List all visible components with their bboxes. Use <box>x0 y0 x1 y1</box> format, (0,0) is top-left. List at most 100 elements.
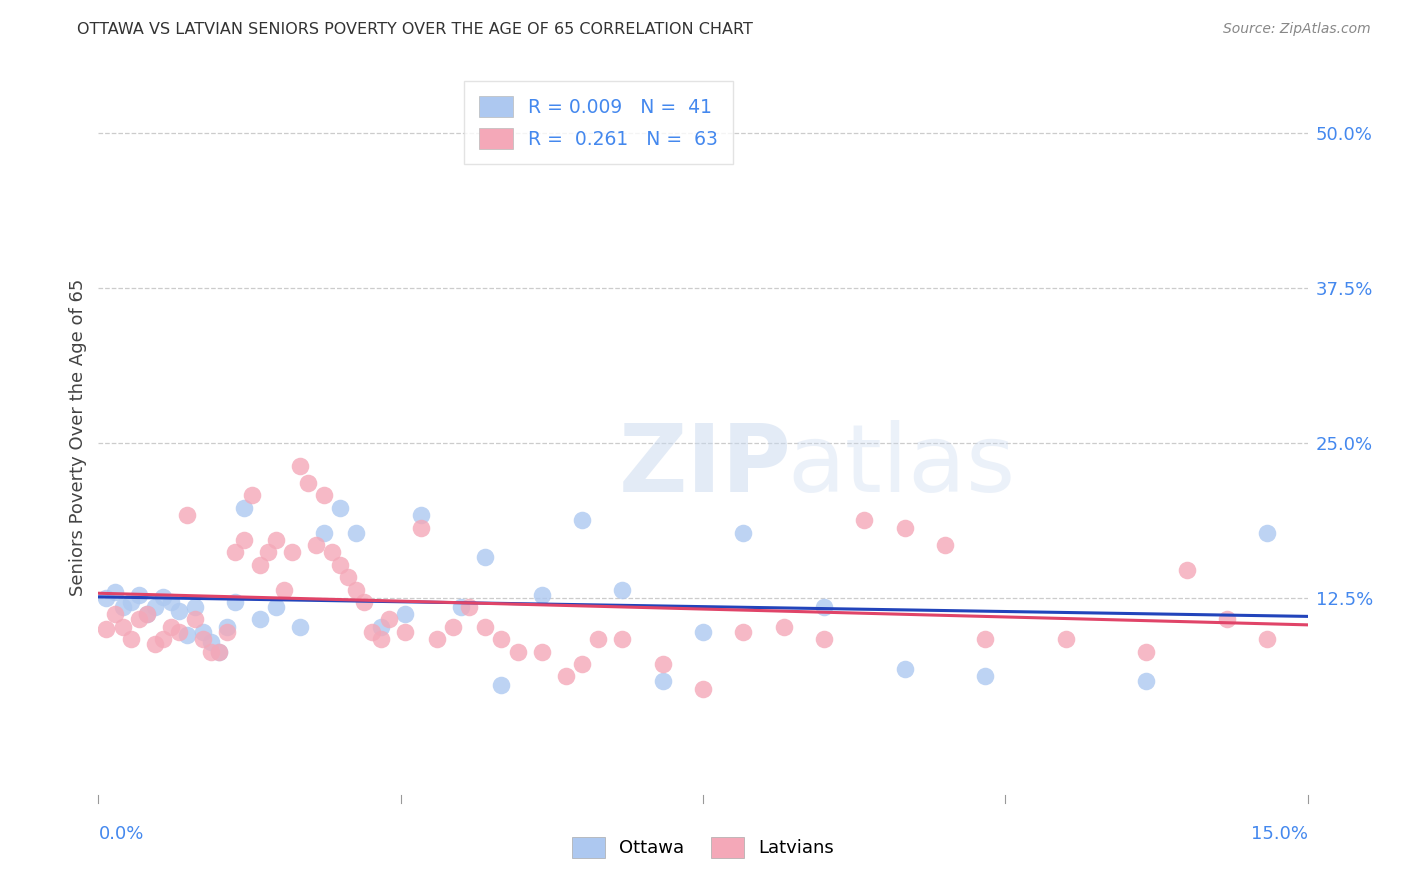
Point <box>772 620 794 634</box>
Point <box>692 624 714 639</box>
Point <box>426 632 449 647</box>
Point <box>934 538 956 552</box>
Point <box>893 662 915 676</box>
Point <box>167 624 190 639</box>
Point <box>1256 632 1278 647</box>
Point <box>249 612 271 626</box>
Point <box>200 644 222 658</box>
Point <box>1135 674 1157 689</box>
Point <box>135 607 157 622</box>
Point <box>167 604 190 618</box>
Point <box>96 622 118 636</box>
Point <box>530 588 553 602</box>
Point <box>256 545 278 559</box>
Point <box>337 570 360 584</box>
Point <box>409 520 432 534</box>
Point <box>281 545 304 559</box>
Text: 0.0%: 0.0% <box>98 825 143 843</box>
Point <box>1256 525 1278 540</box>
Point <box>128 588 150 602</box>
Point <box>571 513 593 527</box>
Point <box>893 520 915 534</box>
Point <box>506 644 529 658</box>
Point <box>297 475 319 490</box>
Text: 15.0%: 15.0% <box>1250 825 1308 843</box>
Point <box>974 632 997 647</box>
Point <box>120 595 142 609</box>
Point <box>160 595 183 609</box>
Point <box>377 612 399 626</box>
Point <box>232 500 254 515</box>
Point <box>571 657 593 671</box>
Point <box>450 599 472 614</box>
Point <box>120 632 142 647</box>
Point <box>586 632 609 647</box>
Point <box>651 657 673 671</box>
Point <box>111 599 134 614</box>
Point <box>1135 644 1157 658</box>
Point <box>232 533 254 547</box>
Point <box>813 632 835 647</box>
Point <box>394 624 416 639</box>
Text: ZIP: ZIP <box>619 420 792 512</box>
Point <box>344 582 367 597</box>
Point <box>651 674 673 689</box>
Point <box>176 508 198 523</box>
Point <box>329 558 352 572</box>
Point <box>974 669 997 683</box>
Point <box>184 599 207 614</box>
Point <box>370 620 392 634</box>
Point <box>152 632 174 647</box>
Point <box>692 681 714 696</box>
Point <box>103 585 125 599</box>
Point <box>143 599 166 614</box>
Point <box>152 590 174 604</box>
Point <box>314 488 336 502</box>
Point <box>530 644 553 658</box>
Point <box>555 669 578 683</box>
Point <box>733 525 755 540</box>
Point <box>273 582 295 597</box>
Point <box>264 599 287 614</box>
Point <box>200 634 222 648</box>
Point <box>249 558 271 572</box>
Point <box>176 628 198 642</box>
Point <box>208 644 231 658</box>
Point <box>394 607 416 622</box>
Text: OTTAWA VS LATVIAN SENIORS POVERTY OVER THE AGE OF 65 CORRELATION CHART: OTTAWA VS LATVIAN SENIORS POVERTY OVER T… <box>77 22 754 37</box>
Y-axis label: Seniors Poverty Over the Age of 65: Seniors Poverty Over the Age of 65 <box>69 278 87 596</box>
Point <box>361 624 384 639</box>
Point <box>96 591 118 606</box>
Point <box>143 637 166 651</box>
Point <box>135 607 157 622</box>
Point <box>314 525 336 540</box>
Point <box>441 620 464 634</box>
Point <box>1175 563 1198 577</box>
Point <box>458 599 481 614</box>
Legend: Ottawa, Latvians: Ottawa, Latvians <box>562 828 844 867</box>
Point <box>240 488 263 502</box>
Point <box>329 500 352 515</box>
Point <box>474 550 496 565</box>
Point <box>491 632 513 647</box>
Point <box>321 545 343 559</box>
Point <box>217 624 239 639</box>
Point <box>813 599 835 614</box>
Point <box>224 595 246 609</box>
Point <box>288 620 311 634</box>
Point <box>853 513 876 527</box>
Point <box>128 612 150 626</box>
Point <box>612 632 634 647</box>
Point <box>288 458 311 473</box>
Point <box>184 612 207 626</box>
Point <box>208 644 231 658</box>
Point <box>264 533 287 547</box>
Point <box>193 632 215 647</box>
Point <box>409 508 432 523</box>
Point <box>491 678 513 692</box>
Point <box>474 620 496 634</box>
Point <box>344 525 367 540</box>
Point <box>1216 612 1239 626</box>
Text: atlas: atlas <box>787 420 1017 512</box>
Point <box>160 620 183 634</box>
